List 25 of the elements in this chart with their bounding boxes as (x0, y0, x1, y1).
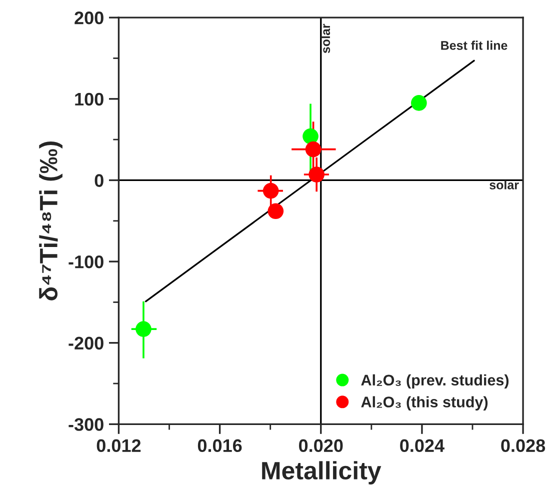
x-tick-label: 0.020 (299, 439, 343, 452)
y-tick-label: -100 (68, 255, 104, 268)
point (302, 128, 318, 144)
point (308, 166, 325, 182)
y-tick-label: 0 (94, 174, 104, 187)
x-tick-label: 0.016 (198, 439, 242, 452)
ref-line-label: solar (490, 180, 519, 190)
annotation: Best fit line (441, 40, 508, 50)
y-axis-title: δ⁴⁷Ti/⁴⁸Ti (‰) (39, 142, 62, 300)
legend-label: Al₂O₃ (prev. studies) (361, 374, 509, 389)
y-tick-label: -200 (68, 336, 104, 350)
legend-label: Al₂O₃ (this study) (361, 396, 488, 410)
point (262, 182, 279, 199)
point (305, 141, 322, 158)
x-tick-label: 0.012 (96, 439, 141, 452)
point (136, 321, 152, 337)
y-tick-label: 200 (74, 12, 104, 24)
point (268, 203, 284, 220)
point (411, 95, 427, 111)
y-tick-label: -300 (68, 418, 104, 431)
ref-line-label: solar (320, 24, 330, 54)
y-tick-label: 100 (75, 92, 104, 106)
x-tick-label: 0.024 (400, 439, 444, 452)
x-tick-label: 0.028 (501, 439, 546, 452)
x-axis-title: Metallicity (262, 461, 382, 484)
